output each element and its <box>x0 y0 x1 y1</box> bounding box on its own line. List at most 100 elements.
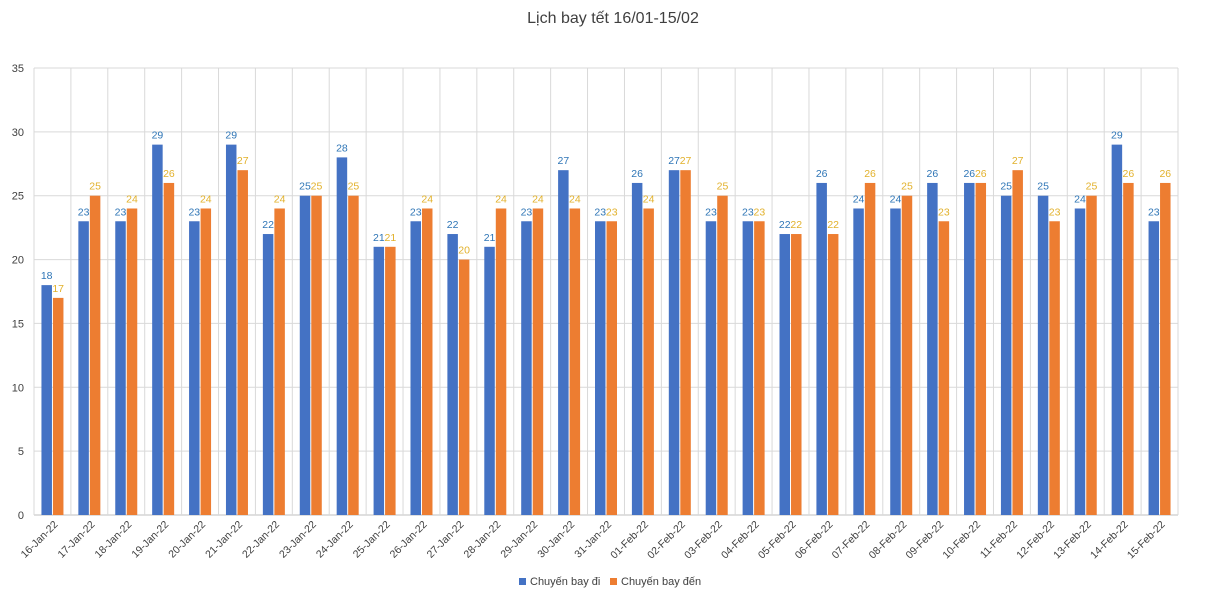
x-tick-label: 25-Jan-22 <box>351 519 393 561</box>
bar-departure <box>1000 195 1012 515</box>
data-label: 24 <box>532 193 544 205</box>
x-tick-label: 22-Jan-22 <box>240 519 282 561</box>
x-tick-label: 31-Jan-22 <box>572 519 614 561</box>
bar-departure <box>816 182 827 515</box>
bar-departure <box>484 246 495 516</box>
data-label: 25 <box>1000 181 1012 193</box>
bar-arrival <box>680 170 691 515</box>
bar-departure <box>558 170 569 515</box>
x-tick-label: 07-Feb-22 <box>830 519 873 562</box>
bar-arrival <box>237 170 248 515</box>
data-label: 23 <box>188 206 200 218</box>
bar-arrival <box>1086 195 1097 515</box>
bar-departure <box>521 221 532 515</box>
x-tick-label: 28-Jan-22 <box>461 519 503 561</box>
data-label: 26 <box>1159 168 1171 180</box>
x-tick-label: 13-Feb-22 <box>1051 519 1094 562</box>
bar-departure <box>299 195 311 515</box>
x-tick-label: 14-Feb-22 <box>1088 519 1131 562</box>
bar-departure <box>447 234 458 515</box>
data-label: 25 <box>299 181 311 193</box>
bar-arrival <box>311 195 322 515</box>
x-tick-label: 04-Feb-22 <box>719 519 762 562</box>
data-label: 26 <box>631 168 643 180</box>
gridlines <box>33 67 1179 516</box>
x-tick-label: 02-Feb-22 <box>645 519 688 562</box>
data-label: 24 <box>853 193 865 205</box>
data-label: 22 <box>790 219 802 231</box>
bar-arrival <box>421 208 433 515</box>
bar-arrival <box>163 182 175 515</box>
bar-arrival <box>569 208 581 515</box>
data-label: 21 <box>484 232 496 244</box>
x-tick-label: 12-Feb-22 <box>1014 519 1057 562</box>
legend-label: Chuyến bay đi <box>530 576 600 588</box>
bar-departure <box>779 234 791 515</box>
bar-departure <box>705 221 717 515</box>
bars <box>41 144 1171 516</box>
data-label: 23 <box>754 206 766 218</box>
bar-departure <box>373 246 385 516</box>
data-label: 26 <box>864 168 876 180</box>
x-tick-label: 03-Feb-22 <box>682 519 725 562</box>
bar-arrival <box>89 195 101 515</box>
y-tick-label: 20 <box>12 255 24 267</box>
data-label: 23 <box>115 206 127 218</box>
data-label: 20 <box>458 245 470 257</box>
bar-arrival <box>200 208 212 515</box>
data-label: 23 <box>1049 206 1061 218</box>
bar-arrival <box>864 182 876 515</box>
data-label: 24 <box>126 193 138 205</box>
bar-departure <box>964 182 975 515</box>
bar-arrival <box>458 259 470 515</box>
x-tick-label: 17-Jan-22 <box>56 519 98 561</box>
bar-arrival <box>1049 221 1060 515</box>
data-label: 27 <box>558 155 570 167</box>
bar-arrival <box>791 234 802 515</box>
bar-arrival <box>1160 182 1171 515</box>
bar-departure <box>336 157 348 515</box>
data-label: 29 <box>1111 130 1123 142</box>
x-tick-label: 09-Feb-22 <box>904 519 947 562</box>
bar-arrival <box>274 208 285 515</box>
x-tick-label: 19-Jan-22 <box>129 519 171 561</box>
bar-arrival <box>1123 182 1134 515</box>
bar-departure <box>927 182 938 515</box>
data-label: 24 <box>569 193 581 205</box>
data-label: 27 <box>680 155 692 167</box>
y-tick-label: 10 <box>12 382 24 394</box>
x-tick-label: 01-Feb-22 <box>608 519 651 562</box>
chart-title: Lịch bay tết 16/01-15/02 <box>527 10 699 27</box>
data-label: 23 <box>705 206 717 218</box>
x-tick-label: 18-Jan-22 <box>92 519 134 561</box>
data-label: 26 <box>963 168 975 180</box>
data-label: 29 <box>152 130 164 142</box>
y-tick-label: 15 <box>12 318 24 330</box>
y-tick-label: 35 <box>12 63 24 75</box>
bar-departure <box>410 221 421 515</box>
bar-departure <box>668 170 680 515</box>
data-label: 22 <box>262 219 274 231</box>
y-tick-label: 5 <box>18 446 24 458</box>
data-label: 25 <box>1086 181 1098 193</box>
bar-arrival <box>717 195 728 515</box>
data-label: 23 <box>1148 206 1160 218</box>
data-label: 29 <box>225 130 237 142</box>
bar-departure <box>152 144 163 515</box>
bar-departure <box>853 208 864 515</box>
x-tick-label: 10-Feb-22 <box>940 519 983 562</box>
data-label: 25 <box>311 181 323 193</box>
data-label: 22 <box>447 219 459 231</box>
bar-departure <box>595 221 606 515</box>
data-label: 18 <box>41 270 53 282</box>
bar-arrival <box>754 221 765 515</box>
bar-departure <box>225 144 237 515</box>
bar-departure <box>631 182 643 515</box>
bar-arrival <box>643 208 654 515</box>
x-tick-label: 27-Jan-22 <box>425 519 467 561</box>
data-label: 25 <box>89 181 101 193</box>
data-label: 27 <box>668 155 680 167</box>
data-label: 24 <box>495 193 507 205</box>
